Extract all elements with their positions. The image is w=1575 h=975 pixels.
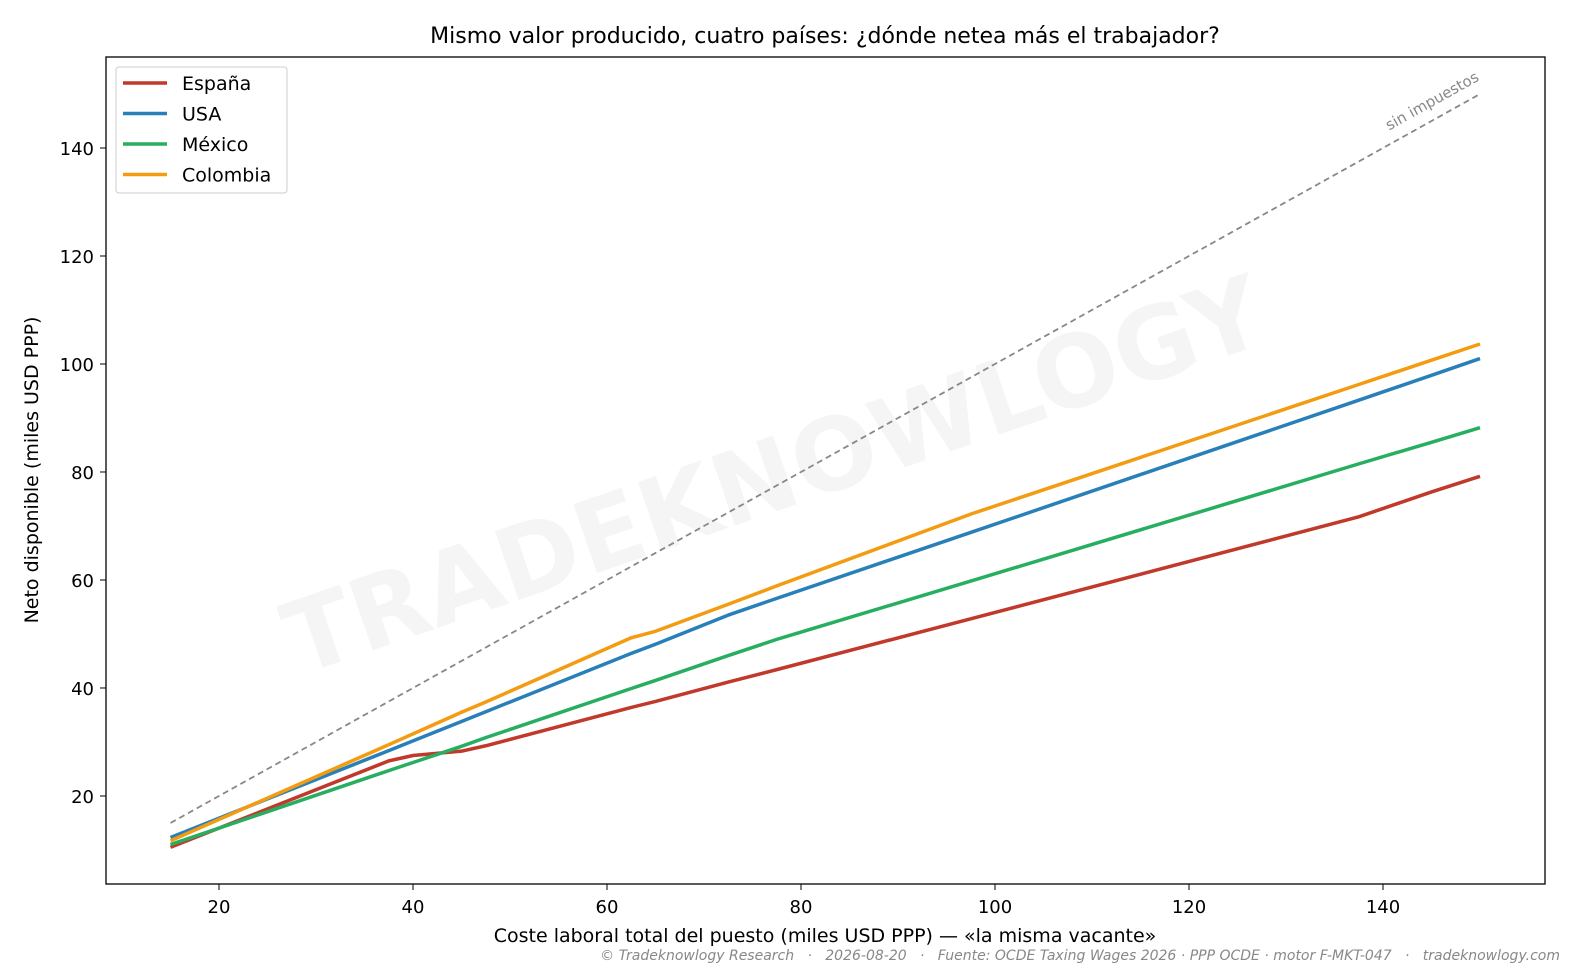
y-axis-label: Neto disponible (miles USD PPP) <box>21 317 43 624</box>
x-tick-label: 140 <box>1366 897 1400 918</box>
legend-box <box>115 66 288 194</box>
x-tick-label: 100 <box>978 897 1012 918</box>
x-tick-label: 40 <box>402 897 425 918</box>
x-tick-label: 80 <box>790 897 813 918</box>
series-line <box>169 474 1481 849</box>
y-tick-label: 40 <box>71 679 94 700</box>
series-line <box>169 426 1481 847</box>
legend-label: España <box>182 73 251 95</box>
legend: España USA México Colombia <box>115 66 288 194</box>
legend-label: USA <box>182 104 221 126</box>
plot-frame <box>105 56 1546 885</box>
watermark: TRADEKNOWLOGY <box>269 252 1280 698</box>
x-axis-label: Coste laboral total del puesto (miles US… <box>494 925 1157 947</box>
x-tick-label: 20 <box>208 897 231 918</box>
y-tick-label: 60 <box>71 571 94 592</box>
y-tick-label: 120 <box>60 247 94 268</box>
legend-label: Colombia <box>182 165 271 187</box>
chart-title: Mismo valor producido, cuatro países: ¿d… <box>430 24 1220 49</box>
footer: © Tradeknowlogy Research · 2026-08-20 · … <box>600 948 1560 964</box>
y-tick-label: 80 <box>71 463 94 484</box>
y-tick-label: 100 <box>60 355 94 376</box>
x-tick-label: 60 <box>596 897 619 918</box>
y-tick-label: 140 <box>60 139 94 160</box>
x-tick-label: 120 <box>1172 897 1206 918</box>
y-tick-label: 20 <box>71 787 94 808</box>
series-line <box>169 342 1481 843</box>
series-line <box>169 356 1481 840</box>
legend-label: México <box>182 134 248 156</box>
